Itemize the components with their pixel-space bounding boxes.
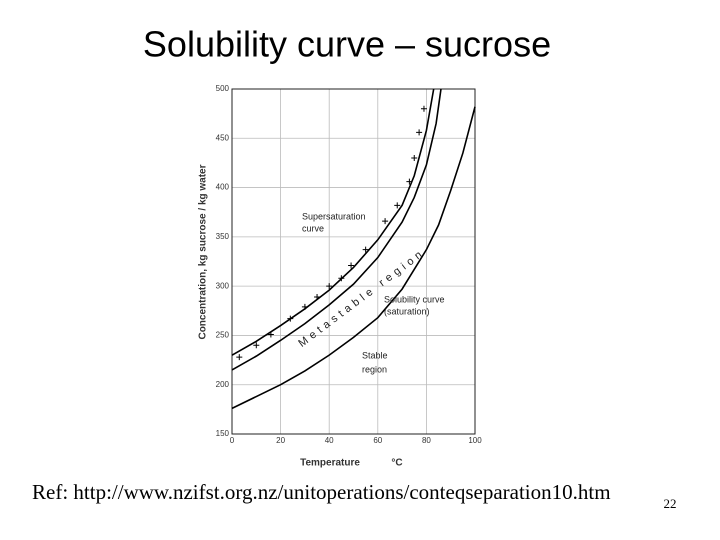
data-cross — [420, 105, 427, 112]
x-tick-label: 80 — [422, 436, 431, 445]
reference: Ref: http://www.nzifst.org.nz/unitoperat… — [32, 480, 611, 504]
data-cross — [411, 155, 418, 161]
x-tick-label: 60 — [373, 436, 382, 445]
y-tick-label: 250 — [216, 331, 230, 340]
annotation: Solubility curve — [384, 294, 445, 304]
curve — [231, 106, 476, 410]
data-cross — [314, 293, 321, 300]
data-cross — [382, 218, 389, 225]
data-cross — [394, 202, 401, 209]
annotation: (saturation) — [384, 306, 430, 316]
y-tick-label: 500 — [216, 84, 230, 93]
x-axis-unit: °C — [391, 458, 402, 469]
data-cross — [362, 246, 369, 253]
annotation: Stable — [362, 350, 388, 360]
x-tick-label: 100 — [468, 436, 482, 445]
y-axis-label: Concentration, kg sucrose / kg water — [198, 164, 209, 339]
y-tick-label: 200 — [216, 380, 230, 389]
data-cross — [253, 342, 260, 349]
curve — [231, 88, 442, 371]
data-cross — [287, 315, 294, 322]
y-tick-label: 150 — [216, 429, 230, 438]
data-cross — [326, 283, 333, 290]
data-cross — [267, 331, 274, 338]
slide-title: Solubility curve – sucrose — [143, 24, 551, 65]
x-tick-label: 40 — [325, 436, 334, 445]
annotation: curve — [302, 223, 324, 233]
data-cross — [348, 262, 355, 269]
y-tick-label: 450 — [216, 133, 230, 142]
annotation: Supersaturation — [302, 211, 366, 221]
curve — [231, 88, 435, 356]
page-number: 22 — [664, 496, 677, 511]
y-tick-label: 350 — [216, 232, 230, 241]
y-tick-label: 300 — [216, 281, 230, 290]
data-cross — [338, 275, 345, 282]
x-axis-label: Temperature — [300, 458, 360, 469]
y-tick-label: 400 — [216, 183, 230, 192]
data-cross — [416, 129, 423, 136]
x-tick-label: 0 — [230, 436, 235, 445]
x-tick-label: 20 — [276, 436, 285, 445]
annotation: region — [362, 364, 387, 374]
data-cross — [406, 178, 413, 185]
data-cross — [236, 354, 243, 361]
data-cross — [301, 303, 308, 310]
plot-frame — [231, 88, 476, 435]
